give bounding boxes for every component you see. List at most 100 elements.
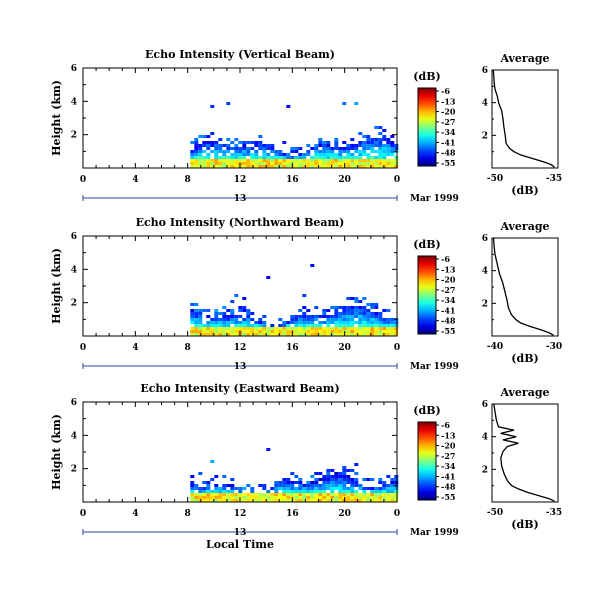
heatmap-cell — [346, 475, 351, 478]
heatmap-cell — [394, 475, 399, 478]
heatmap-cell — [302, 330, 307, 333]
heatmap-cell — [230, 321, 235, 324]
colorbar-tick-label: -6 — [441, 86, 450, 96]
heatmap-cell — [378, 478, 383, 481]
heatmap-cell — [342, 487, 347, 490]
heatmap-cell — [298, 318, 303, 321]
heatmap-cell — [322, 475, 327, 478]
heatmap-cell — [234, 333, 239, 336]
heatmap-cell — [310, 499, 315, 502]
heatmap-cell — [290, 493, 295, 496]
heatmap-cell — [246, 330, 251, 333]
heatmap-cell — [366, 138, 371, 141]
heatmap-cell — [250, 147, 255, 150]
heatmap-cell — [226, 162, 231, 165]
heatmap-cell — [246, 147, 251, 150]
heatmap-cell — [294, 315, 299, 318]
heatmap-cell — [270, 324, 275, 327]
heatmap-cell — [310, 493, 315, 496]
profile-y-tick-label: 6 — [482, 234, 488, 244]
heatmap-cell — [350, 153, 355, 156]
heatmap-cell — [346, 330, 351, 333]
heatmap-cell — [390, 478, 395, 481]
heatmap-cell — [286, 499, 291, 502]
heatmap-cell — [346, 493, 351, 496]
heatmap-cell — [334, 493, 339, 496]
heatmap-cell — [242, 496, 247, 499]
colorbar-tick-label: -41 — [441, 137, 455, 147]
heatmap-cell — [358, 324, 363, 327]
heatmap-cell — [250, 490, 255, 493]
heatmap-cell — [382, 330, 387, 333]
heatmap-cell — [262, 315, 267, 318]
heatmap-cell — [354, 463, 359, 466]
heatmap-cell — [318, 490, 323, 493]
heatmap-cell — [362, 135, 367, 138]
heatmap-cell — [242, 499, 247, 502]
heatmap-cell — [190, 315, 195, 318]
heatmap-cell — [302, 156, 307, 159]
heatmap-cell — [298, 496, 303, 499]
heatmap-cell — [250, 330, 255, 333]
heatmap-cell — [222, 496, 227, 499]
heatmap-cell — [290, 484, 295, 487]
heatmap-cell — [374, 162, 379, 165]
heatmap-cell — [390, 333, 395, 336]
colorbar-tick-label: -48 — [441, 482, 456, 492]
heatmap-cell — [210, 144, 215, 147]
heatmap-cell — [270, 144, 275, 147]
heatmap-cell — [254, 324, 259, 327]
heatmap-cell — [210, 132, 215, 135]
heatmap-cell — [386, 147, 391, 150]
heatmap-cell — [378, 321, 383, 324]
heatmap-cell — [278, 496, 283, 499]
heatmap-cell — [318, 484, 323, 487]
heatmap-cell — [270, 496, 275, 499]
heatmap-cell — [210, 333, 215, 336]
profile-y-tick-label: 4 — [482, 99, 488, 109]
x-tick-label: 20 — [338, 343, 351, 353]
heatmap-cell — [234, 162, 239, 165]
heatmap-cell — [326, 469, 331, 472]
heatmap-cell — [366, 496, 371, 499]
heatmap-cell — [302, 159, 307, 162]
heatmap-cell — [210, 478, 215, 481]
heatmap-cell — [382, 147, 387, 150]
heatmap-cell — [226, 499, 231, 502]
heatmap-cell — [378, 147, 383, 150]
heatmap-cell — [246, 484, 251, 487]
profile-x-tick-label: -30 — [546, 342, 562, 352]
heatmap-cell — [354, 165, 359, 168]
heatmap-cell — [342, 324, 347, 327]
heatmap-cell — [338, 481, 343, 484]
heatmap-cell — [350, 324, 355, 327]
heatmap-cell — [230, 318, 235, 321]
heatmap-cell — [258, 162, 263, 165]
heatmap-cell — [326, 478, 331, 481]
heatmap-cell — [330, 490, 335, 493]
heatmap-cell — [298, 162, 303, 165]
heatmap-cell — [342, 475, 347, 478]
heatmap-cell — [302, 487, 307, 490]
heatmap-cell — [326, 318, 331, 321]
heatmap-cell — [210, 330, 215, 333]
heatmap-cell — [214, 315, 219, 318]
heatmap-cell — [354, 499, 359, 502]
heatmap-cell — [314, 159, 319, 162]
heatmap-cell — [218, 138, 223, 141]
heatmap-cell — [318, 478, 323, 481]
heatmap-cell — [374, 144, 379, 147]
heatmap-cell — [286, 321, 291, 324]
heatmap-cell — [334, 499, 339, 502]
heatmap-cell — [222, 159, 227, 162]
heatmap-cell — [198, 156, 203, 159]
heatmap-cell — [338, 306, 343, 309]
heatmap-cell — [326, 475, 331, 478]
heatmap-cell — [370, 324, 375, 327]
heatmap-cell — [274, 490, 279, 493]
heatmap-cell — [382, 309, 387, 312]
heatmap-cell — [282, 330, 287, 333]
heatmap-cell — [258, 499, 263, 502]
heatmap-cell — [382, 321, 387, 324]
heatmap-cell — [278, 162, 283, 165]
